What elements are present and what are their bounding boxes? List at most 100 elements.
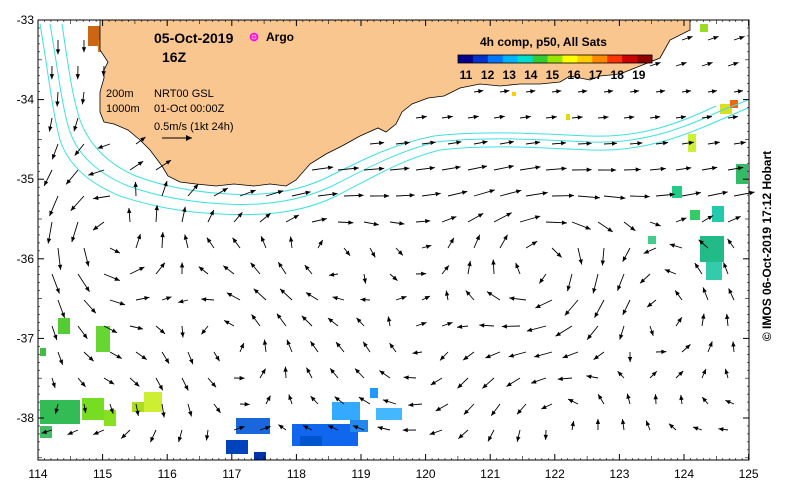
map-date: 05-Oct-2019 (154, 30, 234, 46)
colorbar-title: 4h comp, p50, All Sats (480, 35, 607, 49)
current-arrow (233, 212, 243, 223)
current-arrow (571, 221, 591, 230)
colorbar-segment (547, 55, 563, 63)
current-arrow (473, 189, 495, 197)
current-arrow (499, 189, 522, 197)
current-arrow (177, 429, 183, 443)
current-arrow (557, 376, 573, 381)
current-arrow (487, 429, 495, 442)
current-arrow (239, 189, 256, 197)
current-arrow (135, 403, 140, 416)
current-arrow (109, 403, 114, 414)
current-arrow (441, 265, 450, 275)
current-arrow (441, 321, 453, 327)
current-arrow (664, 269, 677, 275)
current-arrow (250, 262, 261, 275)
x-tick-label: 118 (287, 467, 306, 481)
current-arrow (447, 237, 455, 249)
current-arrow (260, 236, 267, 249)
current-arrow (707, 140, 720, 146)
current-arrow (103, 325, 118, 334)
current-arrow (545, 166, 567, 171)
current-arrow (93, 429, 105, 435)
current-arrow (226, 292, 241, 301)
current-arrow (179, 262, 185, 275)
current-arrow (707, 341, 713, 353)
current-arrow (675, 316, 683, 327)
current-arrow (586, 374, 599, 379)
current-arrow (415, 321, 427, 327)
y-tick-label: -33 (17, 13, 35, 27)
current-arrow (402, 427, 417, 433)
current-arrow (289, 236, 294, 249)
current-arrow (49, 65, 55, 80)
current-arrow (675, 166, 692, 171)
argo-label: Argo (266, 30, 294, 44)
current-arrow (675, 61, 687, 67)
current-arrow (702, 287, 709, 301)
current-arrow (603, 89, 614, 94)
current-arrow (149, 429, 157, 443)
current-arrow (51, 273, 60, 294)
current-arrow (653, 394, 658, 405)
current-arrow (253, 288, 267, 301)
current-arrow (207, 377, 217, 388)
current-arrow (555, 325, 573, 337)
current-arrow (564, 299, 579, 316)
current-arrow (334, 396, 345, 405)
current-arrow (415, 219, 431, 224)
current-arrow (603, 141, 618, 146)
current-arrow (389, 342, 397, 353)
current-arrow (694, 262, 703, 275)
current-arrow (317, 191, 338, 197)
current-arrow (135, 296, 150, 301)
current-arrow (55, 91, 60, 107)
colorbar-segment (517, 55, 534, 63)
current-arrow (73, 117, 79, 132)
current-arrow (519, 114, 531, 120)
current-arrow (669, 243, 683, 249)
current-arrow (473, 140, 488, 145)
current-arrow (155, 325, 166, 335)
current-arrow (701, 313, 706, 327)
current-arrow (692, 426, 703, 431)
current-arrow (655, 140, 669, 146)
current-arrow (447, 140, 462, 145)
current-arrow (54, 403, 59, 414)
current-arrow (329, 368, 339, 379)
current-arrow (213, 351, 220, 362)
current-arrow (617, 370, 625, 379)
current-arrow (725, 399, 735, 405)
y-tick-label: -34 (17, 93, 35, 107)
current-arrow (283, 366, 288, 379)
current-arrow (83, 247, 90, 267)
current-arrow (103, 273, 120, 282)
current-arrow (681, 191, 701, 197)
current-arrow (160, 232, 165, 249)
current-arrow (566, 273, 573, 292)
x-tick-label: 117 (222, 467, 241, 481)
current-arrow (675, 217, 687, 223)
map-time: 16Z (162, 49, 187, 65)
current-arrow (655, 192, 675, 197)
y-tick-label: -35 (17, 172, 35, 186)
current-arrow (458, 429, 469, 440)
current-arrow (306, 367, 313, 379)
current-arrow (525, 140, 541, 145)
x-tick-label: 120 (416, 467, 436, 481)
current-arrow (80, 91, 86, 105)
x-tick-label: 114 (28, 467, 47, 481)
current-arrow (223, 320, 235, 327)
legend-product: NRT00 GSL (154, 88, 214, 100)
current-arrow (567, 398, 579, 405)
current-arrow (718, 427, 729, 432)
current-arrow (259, 212, 271, 223)
colorbar-segment (487, 55, 504, 63)
current-arrow (201, 297, 215, 302)
current-arrow (723, 262, 729, 275)
current-arrow (733, 35, 745, 41)
current-arrow (161, 403, 166, 418)
current-arrow (198, 266, 209, 275)
current-arrow (649, 166, 666, 172)
current-arrow (655, 89, 666, 94)
